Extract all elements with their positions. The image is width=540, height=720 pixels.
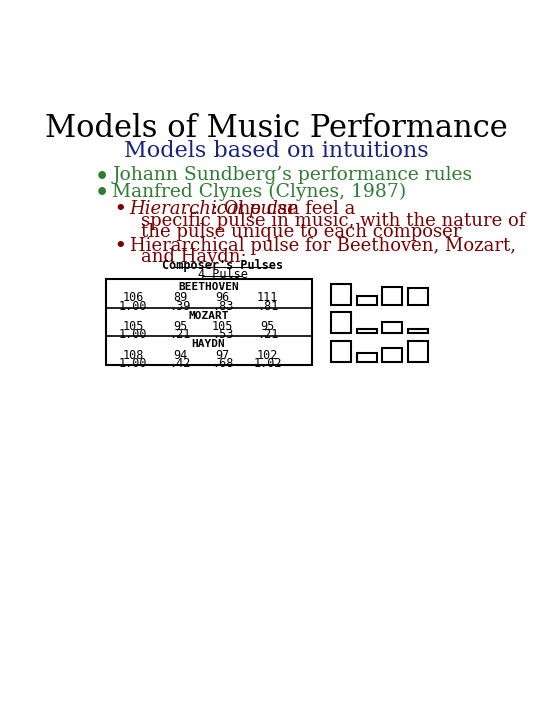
Text: Models based on intuitions: Models based on intuitions xyxy=(124,140,429,162)
Text: 97: 97 xyxy=(215,348,230,361)
Bar xyxy=(331,341,351,362)
Text: •: • xyxy=(114,200,126,218)
Text: 102: 102 xyxy=(256,348,278,361)
Text: 108: 108 xyxy=(123,348,144,361)
Text: Johann Sundberg’s performance rules: Johann Sundberg’s performance rules xyxy=(112,166,472,184)
Bar xyxy=(382,287,402,305)
Text: 95: 95 xyxy=(260,320,274,333)
Bar xyxy=(356,297,377,305)
Bar xyxy=(331,312,351,333)
Text: 105: 105 xyxy=(212,320,233,333)
Text: .39: .39 xyxy=(169,300,191,312)
Text: .68: .68 xyxy=(212,357,233,370)
Text: BEETHOVEN: BEETHOVEN xyxy=(178,282,239,292)
Text: .21: .21 xyxy=(169,328,191,341)
Text: •: • xyxy=(114,238,126,256)
Text: 4 Pulse: 4 Pulse xyxy=(198,268,247,281)
Bar xyxy=(106,279,312,365)
Text: specific pulse in music, with the nature of: specific pulse in music, with the nature… xyxy=(141,212,525,230)
Text: 105: 105 xyxy=(123,320,144,333)
Text: 111: 111 xyxy=(256,291,278,305)
Text: .21: .21 xyxy=(256,328,278,341)
Text: 1.00: 1.00 xyxy=(119,300,147,312)
Bar xyxy=(408,329,428,333)
Text: : One can feel a: : One can feel a xyxy=(212,199,356,217)
Text: HAYDN: HAYDN xyxy=(192,339,225,349)
Text: 89: 89 xyxy=(173,291,187,305)
Text: MOZART: MOZART xyxy=(188,311,229,320)
Bar xyxy=(356,354,377,362)
Text: 1.02: 1.02 xyxy=(253,357,282,370)
Text: Manfred Clynes (Clynes, 1987): Manfred Clynes (Clynes, 1987) xyxy=(112,183,407,201)
Text: •: • xyxy=(95,167,110,187)
Text: .53: .53 xyxy=(212,328,233,341)
Bar xyxy=(408,287,428,305)
Bar xyxy=(331,284,351,305)
Text: 106: 106 xyxy=(123,291,144,305)
Text: Hierarchical pulse: Hierarchical pulse xyxy=(130,199,298,217)
Bar xyxy=(382,348,402,362)
Text: 96: 96 xyxy=(215,291,230,305)
Text: Hierarchical pulse for Beethoven, Mozart,: Hierarchical pulse for Beethoven, Mozart… xyxy=(130,237,516,255)
Bar xyxy=(356,329,377,333)
Text: •: • xyxy=(95,184,110,204)
Bar xyxy=(382,322,402,333)
Text: Composer's Pulses: Composer's Pulses xyxy=(162,259,283,272)
Text: Models of Music Performance: Models of Music Performance xyxy=(45,113,508,144)
Text: and Haydn:: and Haydn: xyxy=(141,248,247,266)
Text: 1.00: 1.00 xyxy=(119,328,147,341)
Text: 1.00: 1.00 xyxy=(119,357,147,370)
Text: .81: .81 xyxy=(256,300,278,312)
Text: 94: 94 xyxy=(173,348,187,361)
Text: 95: 95 xyxy=(173,320,187,333)
Text: the pulse unique to each composer: the pulse unique to each composer xyxy=(141,223,462,241)
Bar xyxy=(408,341,428,362)
Text: .83: .83 xyxy=(212,300,233,312)
Text: .42: .42 xyxy=(169,357,191,370)
